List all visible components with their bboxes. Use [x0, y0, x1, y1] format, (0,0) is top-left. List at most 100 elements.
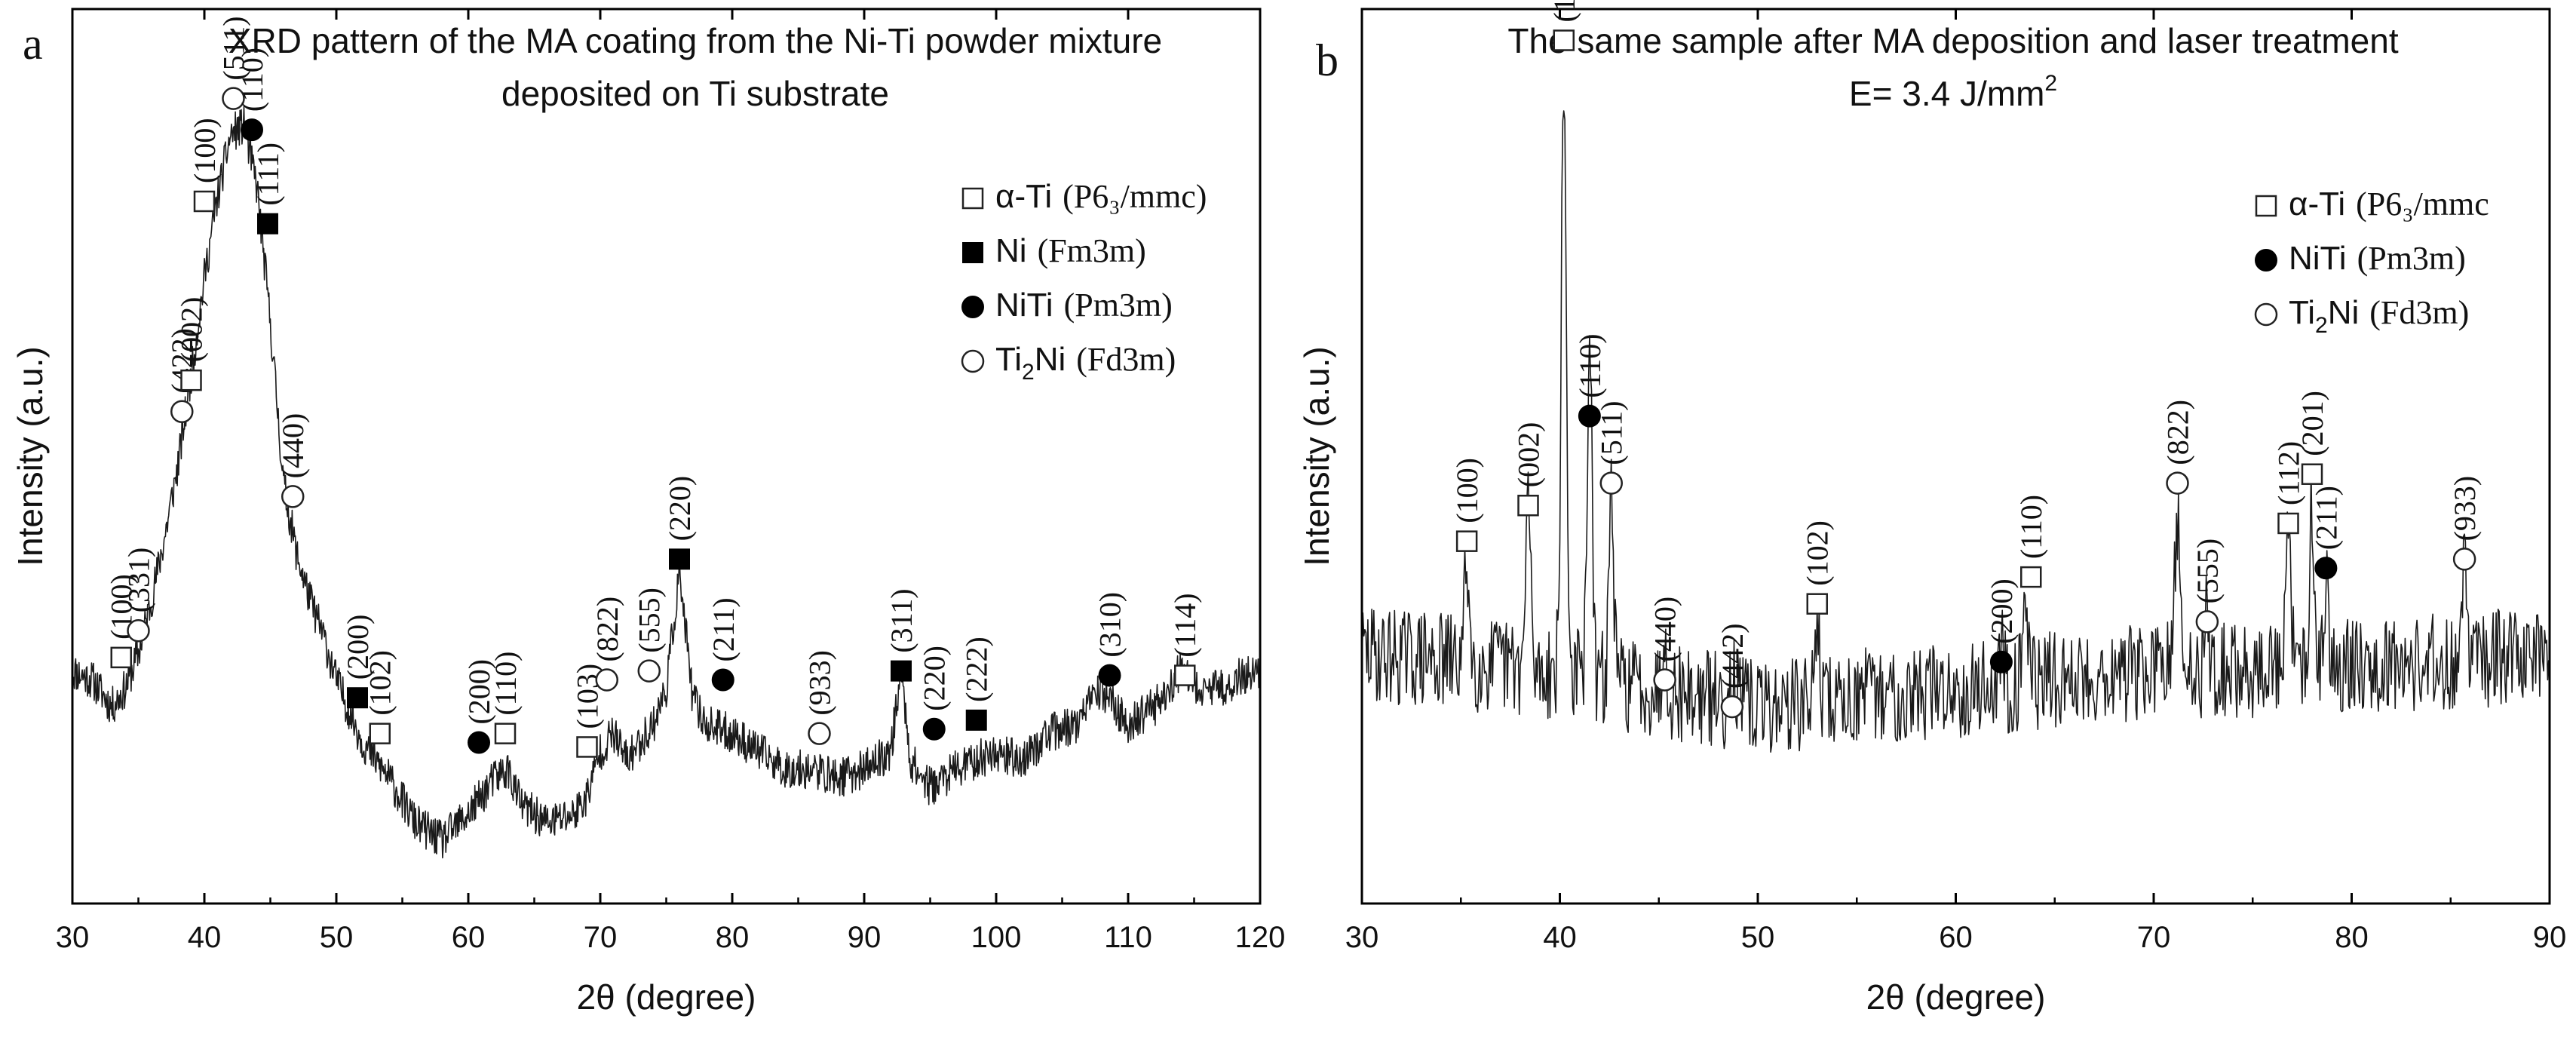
peak-marker-open-square [494, 723, 517, 744]
peak-marker-open-circle [2166, 471, 2189, 495]
x-tick-label: 60 [1939, 921, 1973, 954]
peak-annotation: (110) [489, 652, 523, 744]
peak-marker-filled-circle [1578, 404, 1601, 428]
peak-label: (220) [663, 476, 697, 542]
peak-annotation: (822) [2161, 400, 2195, 495]
x-tick-label: 40 [1543, 921, 1577, 954]
xrd-panel-b: 30 40 50 60 70 80 90 2θ (degree) Intensity (a.u.… [1297, 0, 2566, 1017]
panel-letter: b [1316, 35, 1339, 85]
diffraction-trace [1361, 110, 2550, 753]
legend-marker-open-circle [2254, 302, 2278, 327]
x-tick-label: 30 [1345, 921, 1379, 954]
legend-marker-open-square [2255, 195, 2277, 217]
peak-annotation: (933) [803, 650, 837, 745]
peak-label: (101) [1547, 0, 1581, 23]
peak-label: (201) [2295, 391, 2329, 456]
peak-annotation: (200) [341, 615, 375, 709]
legend-marker-open-circle [961, 349, 985, 373]
peak-annotation: (511) [1595, 400, 1629, 495]
peak-annotation: (442) [1716, 623, 1750, 719]
peak-label: (220) [918, 646, 952, 711]
legend-detail: (Fd3m) [1076, 341, 1176, 378]
x-tick-label: 50 [320, 921, 354, 954]
peak-annotation: (102) [363, 650, 397, 744]
peak-marker-open-square [1517, 494, 1539, 517]
legend-detail: (Pm3m) [1064, 287, 1173, 324]
peak-label: (100) [188, 118, 222, 183]
legend-label: NiTi (Pm3m) [2289, 240, 2466, 277]
legend-detail: (Pm3m) [2357, 240, 2466, 277]
peak-annotation: (201) [2295, 391, 2329, 485]
peak-label: (933) [803, 650, 837, 716]
chart-title-line: The same sample after MA deposition and … [1507, 21, 2398, 60]
peak-marker-open-square [1174, 664, 1196, 686]
legend-marker-filled-circle [961, 296, 984, 318]
legend-marker-open-square [961, 187, 984, 210]
legend-name: NiTi [995, 287, 1053, 324]
peak-marker-filled-square [891, 660, 912, 682]
legend-detail: (P6₃/mmc) [1063, 178, 1207, 215]
peak-marker-open-circle [281, 485, 305, 508]
peak-label: (211) [2309, 486, 2343, 550]
peak-label: (200) [1985, 578, 2019, 644]
legend-name-tail: Ni [2328, 294, 2360, 331]
peak-annotation: (440) [1648, 597, 1682, 692]
peak-marker-open-circle [1599, 471, 1623, 495]
legend-name: α-Ti [995, 178, 1052, 215]
legend-marker-filled-square [962, 242, 983, 263]
peak-label: (440) [1648, 597, 1682, 662]
legend-name: NiTi [2289, 240, 2347, 277]
peak-annotation: (102) [1801, 520, 1835, 615]
peak-label: (102) [363, 650, 397, 716]
legend-name: Ti [995, 341, 1022, 378]
peak-label: (511) [217, 16, 251, 80]
peak-annotation: (101) [1547, 0, 1581, 51]
peak-annotation: (002) [1512, 422, 1546, 517]
x-tick-label: 50 [1741, 921, 1775, 954]
peak-marker-filled-square [257, 213, 278, 235]
peak-label: (822) [590, 597, 624, 662]
peak-marker-open-square [2301, 463, 2323, 485]
peak-annotation: (200) [462, 659, 496, 754]
peak-annotation: (111) [251, 143, 285, 235]
peak-annotation: (110) [1573, 333, 1607, 428]
peak-label: (111) [251, 143, 285, 206]
chart-title-line: deposited on Ti substrate [501, 74, 889, 113]
peak-label: (310) [1093, 592, 1127, 658]
x-tick-label: 90 [848, 921, 882, 954]
peak-annotation: (440) [276, 413, 310, 508]
peak-marker-open-square [2277, 512, 2299, 535]
peak-marker-open-circle [595, 668, 618, 692]
legend-name: α-Ti [2289, 186, 2345, 222]
y-axis-label: Intensity (a.u.) [11, 346, 50, 566]
peak-marker-filled-square [669, 548, 690, 570]
peak-marker-open-square [576, 736, 598, 758]
peak-annotation: (112) [2272, 441, 2306, 535]
peak-annotation: (200) [1985, 578, 2019, 673]
peak-label: (442) [1716, 623, 1750, 689]
peak-annotation: (222) [960, 637, 994, 731]
peak-marker-filled-circle [1098, 664, 1121, 687]
peak-annotation: (310) [1093, 592, 1127, 687]
x-axis-label: 2θ (degree) [577, 977, 756, 1017]
legend-name: Ni [995, 232, 1027, 269]
peak-annotation: (100) [188, 118, 222, 213]
peak-annotation: (110) [2014, 495, 2048, 588]
peak-label: (110) [2014, 495, 2048, 559]
peak-label: (110) [235, 48, 269, 112]
peak-annotation: (220) [918, 646, 952, 741]
peak-marker-open-circle [170, 400, 194, 423]
peak-marker-filled-circle [468, 731, 490, 754]
peak-marker-open-square [1455, 530, 1478, 552]
peak-marker-filled-square [965, 709, 987, 731]
panel-letter: a [23, 19, 43, 69]
x-tick-label: 80 [2335, 921, 2369, 954]
peak-marker-open-circle [127, 619, 150, 643]
x-tick-label: 90 [2533, 921, 2567, 954]
legend-label: Ti2Ni (Fd3m) [2289, 294, 2469, 338]
legend-label: α-Ti (P6₃/mmc) [995, 178, 1207, 215]
peak-marker-open-square [180, 369, 202, 391]
peak-label: (100) [1450, 458, 1484, 523]
